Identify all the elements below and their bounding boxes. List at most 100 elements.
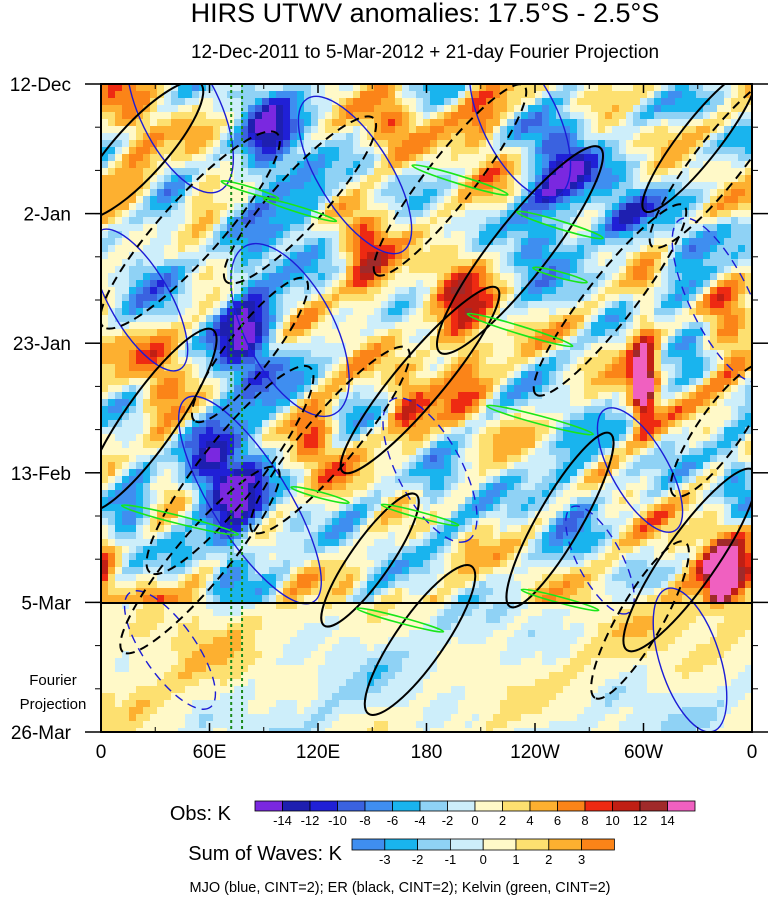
er-contour-11	[339, 285, 501, 475]
waves-colorbar-label: Sum of Waves: K	[188, 843, 342, 865]
kelvin-contour-0	[411, 164, 509, 196]
waves-colorbar-swatch-1	[384, 838, 418, 851]
kelvin-contour-4	[486, 404, 594, 436]
obs-colorbar-swatch-8	[474, 800, 503, 812]
contour-legend: MJO (blue, CINT=2); ER (black, CINT=2); …	[189, 880, 610, 896]
er-contour-9	[145, 364, 315, 576]
obs-colorbar-swatch-0	[254, 800, 283, 812]
obs-colorbar-swatch-6	[419, 800, 448, 812]
wave-contours	[101, 84, 752, 732]
waves-colorbar-swatch-3	[449, 838, 484, 851]
x-tick-label-0: 0	[96, 742, 107, 763]
reference-dotted-lines	[230, 84, 244, 732]
kelvin-contour-7	[380, 503, 460, 527]
mjo-contour-11	[671, 217, 752, 383]
kelvin-contour-10	[290, 485, 350, 505]
waves-colorbar-level-6: 3	[578, 852, 585, 867]
obs-colorbar-swatch-4	[364, 800, 393, 812]
waves-colorbar: -3 -2 -1 0 1 2 3	[351, 838, 615, 867]
obs-colorbar-swatch-5	[392, 800, 421, 812]
forecast-label-line-2: Projection	[20, 696, 87, 713]
x-tick-label-6: 0	[747, 742, 758, 763]
waves-colorbar-swatch-0	[351, 838, 386, 851]
kelvin-contour-8	[355, 607, 445, 633]
waves-colorbar-level-2: -1	[445, 852, 457, 867]
mjo-contour-4	[178, 395, 322, 605]
waves-colorbar-swatch-5	[515, 838, 550, 851]
obs-colorbar-level-5: -4	[414, 813, 426, 828]
er-contour-19	[320, 492, 420, 628]
chart-title: HIRS UTWV anomalies: 17.5°S - 2.5°S	[191, 0, 660, 28]
obs-colorbar-level-4: -6	[387, 813, 399, 828]
obs-colorbar-level-12: 10	[605, 813, 619, 828]
kelvin-contour-3	[466, 312, 574, 348]
x-tick-label-5: 60W	[624, 742, 663, 763]
obs-colorbar-swatch-2	[309, 800, 338, 812]
waves-colorbar-level-0: -3	[379, 852, 391, 867]
waves-colorbar-swatch-4	[482, 838, 517, 851]
obs-colorbar-swatch-12	[584, 800, 613, 812]
er-contour-5	[532, 203, 688, 397]
obs-colorbar-swatch-14	[639, 800, 668, 812]
er-contour-3	[372, 84, 528, 277]
mjo-contour-9	[565, 505, 635, 615]
y-tick-label-1: 2-Jan	[23, 205, 71, 226]
mjo-contour-5	[382, 397, 478, 543]
er-contour-16	[669, 362, 752, 498]
obs-colorbar-level-7: 0	[471, 813, 478, 828]
y-tick-label-3: 13-Feb	[11, 464, 71, 485]
obs-colorbar-level-13: 12	[633, 813, 647, 828]
er-contour-18	[190, 276, 310, 424]
obs-colorbar-swatch-7	[447, 800, 476, 812]
axis-ticks: 0 60E 120E 180 120W 60W 0 12-Dec 2-Jan 23-Jan 13-F…	[10, 75, 768, 763]
y-tick-label-5: 26-Mar	[11, 723, 72, 744]
mjo-contour-0	[125, 84, 235, 194]
obs-colorbar-swatch-3	[337, 800, 366, 812]
obs-colorbar-swatch-9	[502, 800, 531, 812]
mjo-contour-1	[297, 95, 413, 255]
kelvin-contour-1	[516, 210, 604, 240]
er-contour-15	[363, 564, 477, 716]
obs-colorbar: -14 -12 -10 -8 -6 -4 -2 0 2 4 6 8 10 12 14	[254, 800, 696, 828]
obs-colorbar-swatch-11	[557, 800, 586, 812]
x-tick-label-1: 60E	[193, 742, 227, 763]
waves-colorbar-level-1: -2	[412, 852, 424, 867]
obs-colorbar-level-2: -10	[328, 813, 347, 828]
kelvin-contour-6	[120, 504, 240, 536]
obs-colorbar-swatch-13	[612, 800, 641, 812]
x-tick-label-3: 180	[411, 742, 443, 763]
obs-colorbar-level-3: -8	[359, 813, 371, 828]
waves-colorbar-swatch-2	[417, 838, 451, 851]
obs-colorbar-label: Obs: K	[170, 803, 232, 825]
er-contour-0	[101, 84, 205, 221]
obs-colorbar-level-11: 8	[581, 813, 588, 828]
mjo-contour-3	[230, 242, 350, 418]
obs-colorbar-level-1: -12	[301, 813, 320, 828]
obs-colorbar-level-14: 14	[660, 813, 674, 828]
chart-subtitle: 12-Dec-2011 to 5-Mar-2012 + 21-day Fouri…	[191, 42, 659, 63]
mjo-contour-8	[123, 590, 217, 710]
obs-colorbar-swatch-10	[529, 800, 558, 812]
waves-colorbar-level-5: 2	[545, 852, 552, 867]
mjo-contour-2	[468, 84, 572, 199]
y-tick-label-0: 12-Dec	[10, 75, 71, 96]
obs-colorbar-level-10: 6	[554, 813, 561, 828]
kelvin-contour-2	[262, 197, 338, 223]
kelvin-contour-11	[532, 266, 588, 284]
forecast-label-line-1: Fourier	[29, 672, 77, 689]
obs-colorbar-level-6: -2	[442, 813, 454, 828]
x-tick-label-2: 120E	[296, 742, 340, 763]
er-contour-17	[590, 540, 690, 700]
mjo-contour-10	[101, 228, 189, 372]
mjo-contour-6	[596, 407, 684, 533]
er-contour-6	[648, 84, 752, 249]
waves-colorbar-swatch-7	[581, 838, 615, 851]
er-contour-2	[222, 115, 378, 285]
waves-colorbar-level-4: 1	[512, 852, 519, 867]
obs-colorbar-level-9: 4	[526, 813, 533, 828]
y-tick-label-4: 5-Mar	[21, 593, 71, 614]
y-tick-label-2: 23-Jan	[13, 334, 71, 355]
er-contour-13	[622, 467, 752, 653]
er-contour-14	[119, 465, 281, 655]
